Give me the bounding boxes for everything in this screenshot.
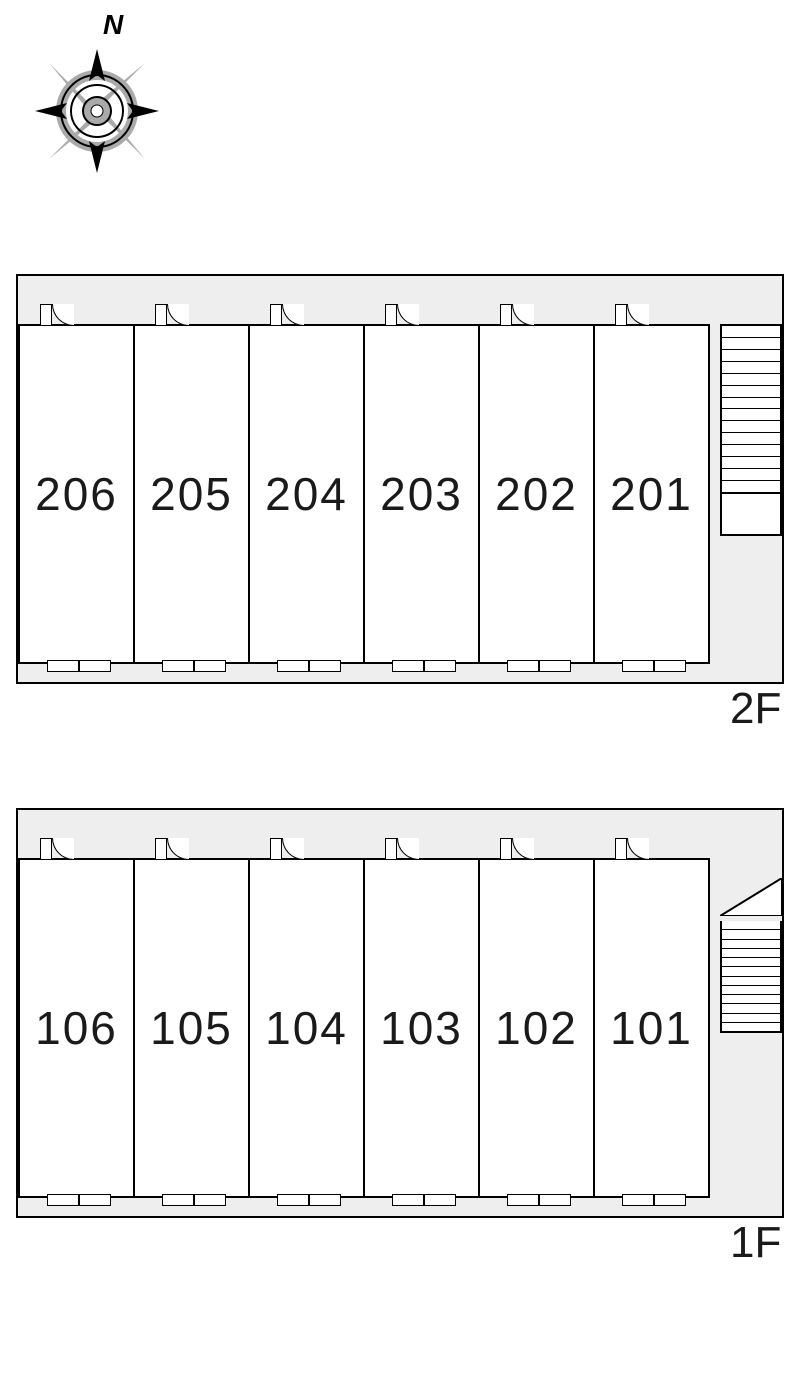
floor-label: 2F <box>730 684 781 734</box>
unit-103: 103 <box>363 858 480 1198</box>
unit-label: 205 <box>150 467 233 521</box>
door-icon <box>155 298 189 326</box>
unit-205: 205 <box>133 324 250 664</box>
window-icon <box>277 660 341 672</box>
window-icon <box>47 1194 111 1206</box>
floor-1f: 106 105 104 103 102 101 1F <box>0 808 800 1278</box>
unit-202: 202 <box>478 324 595 664</box>
floor-label: 1F <box>730 1218 781 1268</box>
unit-label: 103 <box>380 1001 463 1055</box>
unit-label: 201 <box>610 467 693 521</box>
unit-label: 206 <box>35 467 118 521</box>
unit-label: 204 <box>265 467 348 521</box>
unit-label: 104 <box>265 1001 348 1055</box>
door-icon <box>500 832 534 860</box>
unit-label: 203 <box>380 467 463 521</box>
window-icon <box>392 1194 456 1206</box>
door-icon <box>40 298 74 326</box>
window-icon <box>392 660 456 672</box>
window-icon <box>162 1194 226 1206</box>
unit-101: 101 <box>593 858 710 1198</box>
door-icon <box>500 298 534 326</box>
unit-204: 204 <box>248 324 365 664</box>
door-icon <box>615 298 649 326</box>
door-icon <box>270 832 304 860</box>
door-icon <box>385 832 419 860</box>
window-icon <box>47 660 111 672</box>
unit-label: 202 <box>495 467 578 521</box>
window-icon <box>507 660 571 672</box>
unit-201: 201 <box>593 324 710 664</box>
stairs-icon <box>720 324 782 536</box>
unit-104: 104 <box>248 858 365 1198</box>
units-row: 206 205 204 203 202 201 <box>18 324 710 664</box>
door-icon <box>155 832 189 860</box>
window-icon <box>507 1194 571 1206</box>
svg-text:N: N <box>103 9 124 40</box>
unit-label: 105 <box>150 1001 233 1055</box>
unit-106: 106 <box>18 858 135 1198</box>
door-icon <box>385 298 419 326</box>
stairs-icon <box>720 878 782 1033</box>
door-icon <box>270 298 304 326</box>
unit-206: 206 <box>18 324 135 664</box>
door-icon <box>40 832 74 860</box>
unit-203: 203 <box>363 324 480 664</box>
unit-label: 102 <box>495 1001 578 1055</box>
floor-2f: 206 205 204 203 202 201 2F <box>0 274 800 744</box>
compass-icon: N <box>12 8 182 178</box>
door-icon <box>615 832 649 860</box>
unit-105: 105 <box>133 858 250 1198</box>
unit-label: 106 <box>35 1001 118 1055</box>
unit-label: 101 <box>610 1001 693 1055</box>
unit-102: 102 <box>478 858 595 1198</box>
window-icon <box>622 1194 686 1206</box>
window-icon <box>162 660 226 672</box>
units-row: 106 105 104 103 102 101 <box>18 858 710 1198</box>
window-icon <box>622 660 686 672</box>
window-icon <box>277 1194 341 1206</box>
floor-plan-canvas: N 206 205 204 203 202 201 2F 106 105 104 103 102 101… <box>0 0 800 1373</box>
